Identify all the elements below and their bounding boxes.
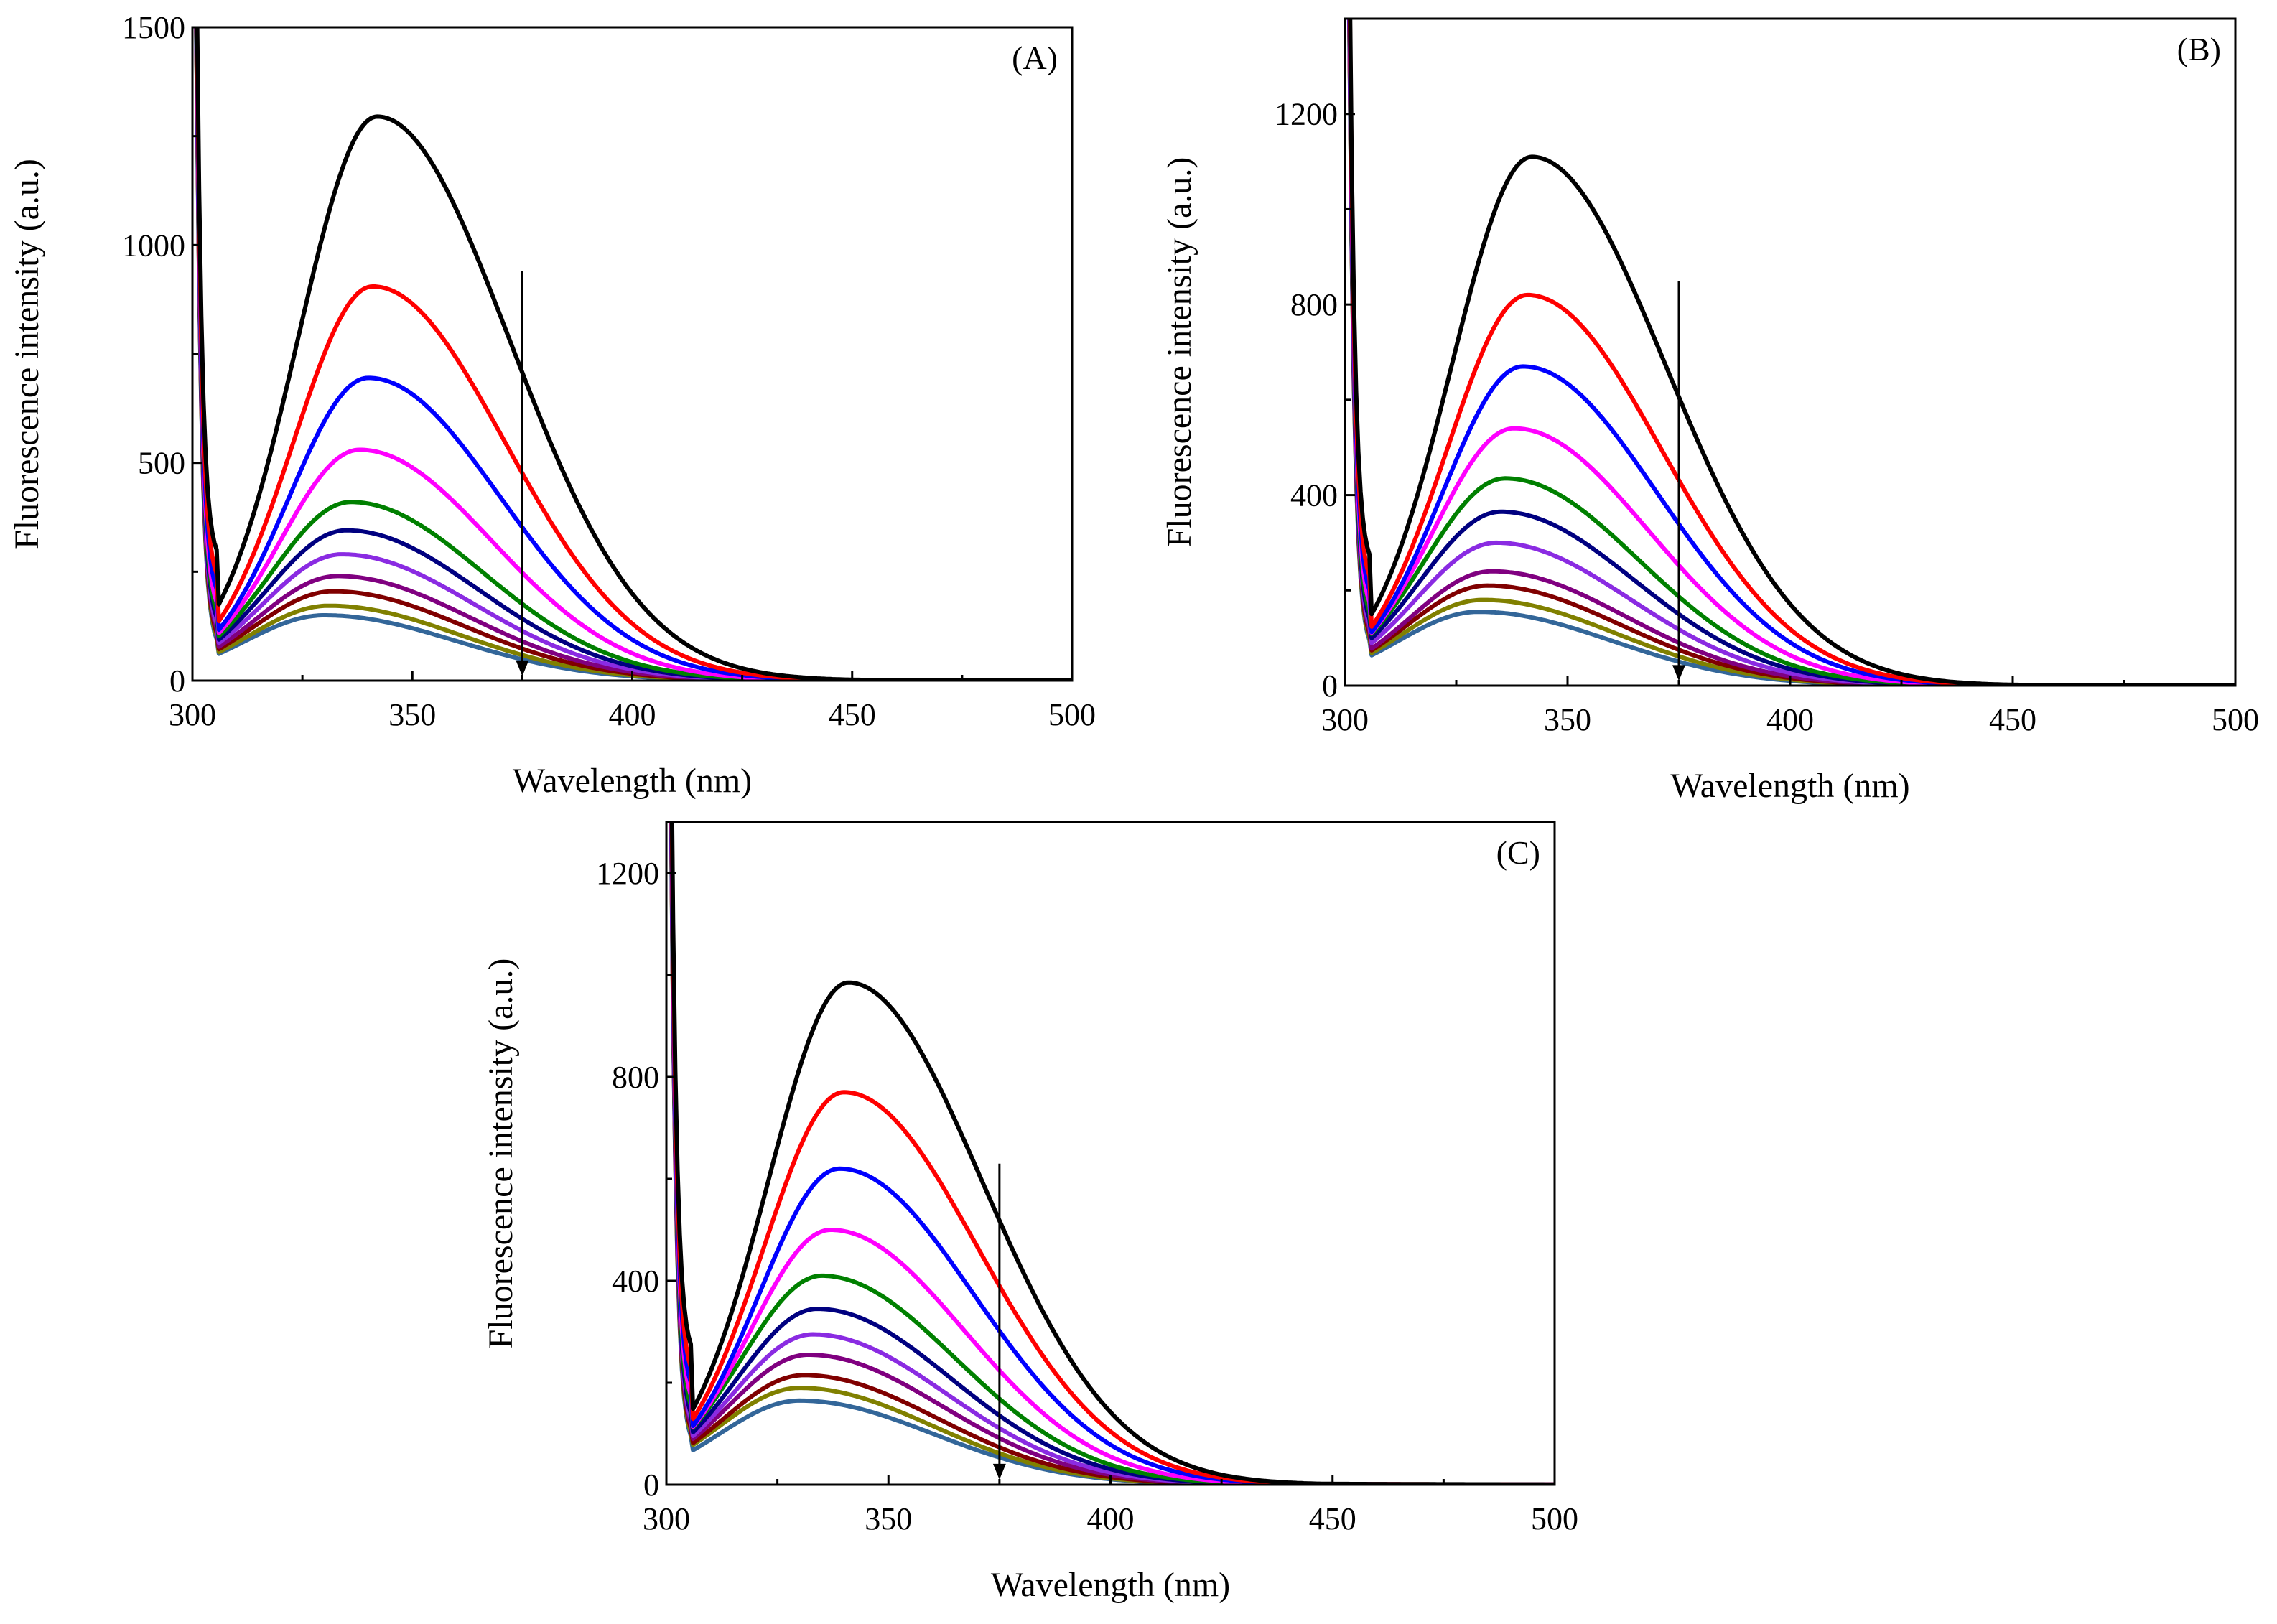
x-tick-label: 300 [1321,702,1369,737]
series-line-3 [1347,19,2235,686]
series-line-9 [1347,19,2235,686]
panel-b: 300 350 400 450 500 0 400 800 1200 Wavelength (nm… [1160,17,2259,805]
series-line-10 [669,822,1555,1485]
y-tick-label: 0 [643,1467,659,1503]
trend-arrow-head [992,1463,1006,1480]
x-tick-label: 300 [643,1501,690,1536]
series-line-7 [669,822,1555,1485]
panel-c: 300 350 400 450 500 0 400 800 1200 Wavelength (nm… [482,821,1578,1604]
x-tick-label: 400 [609,697,656,732]
x-tick-label: 450 [1309,1501,1356,1536]
series-line-11 [1346,19,2235,686]
x-tick-label: 350 [1544,702,1591,737]
y-tick-label: 400 [1290,478,1338,513]
y-tick-label: 800 [612,1060,659,1095]
y-tick-label: 800 [1290,287,1338,322]
series-line-4 [1347,19,2235,686]
series-line-1 [669,822,1555,1485]
y-tick-label: 1200 [596,856,659,891]
series-line-11 [669,822,1555,1485]
x-tick-label: 350 [865,1501,912,1536]
panel-label: (A) [1012,39,1058,76]
series-line-3 [669,822,1555,1485]
y-tick-label: 500 [138,446,185,481]
series-line-6 [1347,19,2235,686]
series-line-5 [669,822,1555,1485]
x-tick-label: 500 [2212,702,2259,737]
y-axis-title: Fluorescence intensity (a.u.) [482,958,520,1349]
series-line-8 [194,27,1072,681]
x-tick-label: 400 [1766,702,1814,737]
x-tick-label: 350 [388,697,436,732]
y-tick-label: 1000 [122,228,185,263]
x-tick-label: 400 [1087,1501,1135,1536]
x-axis-title: Wavelength (nm) [513,762,752,800]
y-axis-title: Fluorescence intensity (a.u.) [1160,157,1198,548]
panel-label: (B) [2177,31,2221,67]
y-tick-label: 0 [169,663,185,699]
y-tick-label: 1200 [1275,97,1338,132]
x-axis-title: Wavelength (nm) [1670,767,1909,805]
series-line-6 [669,822,1555,1485]
series-line-8 [669,822,1555,1485]
x-tick-label: 500 [1048,697,1096,732]
x-tick-label: 450 [829,697,876,732]
x-tick-label: 300 [169,697,216,732]
y-tick-label: 1500 [122,10,185,45]
series-line-10 [1346,19,2235,686]
trend-arrow-head [516,660,529,676]
series-line-1 [1348,19,2235,686]
series-line-2 [669,822,1555,1485]
x-tick-label: 500 [1531,1501,1578,1536]
y-tick-label: 400 [612,1264,659,1299]
series-line-2 [1347,19,2235,686]
y-axis-title: Fluorescence intensity (a.u.) [8,159,46,549]
series-line-5 [1347,19,2235,686]
series-line-7 [1347,19,2235,686]
series-line-9 [669,822,1555,1485]
x-tick-label: 450 [1989,702,2036,737]
series-line-8 [1347,19,2235,686]
x-axis-title: Wavelength (nm) [991,1566,1230,1604]
panel-label: (C) [1496,834,1540,871]
series-line-4 [669,822,1555,1485]
y-tick-label: 0 [1322,668,1338,704]
trend-arrow-head [1672,665,1685,681]
panel-a: 300 350 400 450 500 0 500 1000 1500 Wavelength (n… [8,10,1096,800]
